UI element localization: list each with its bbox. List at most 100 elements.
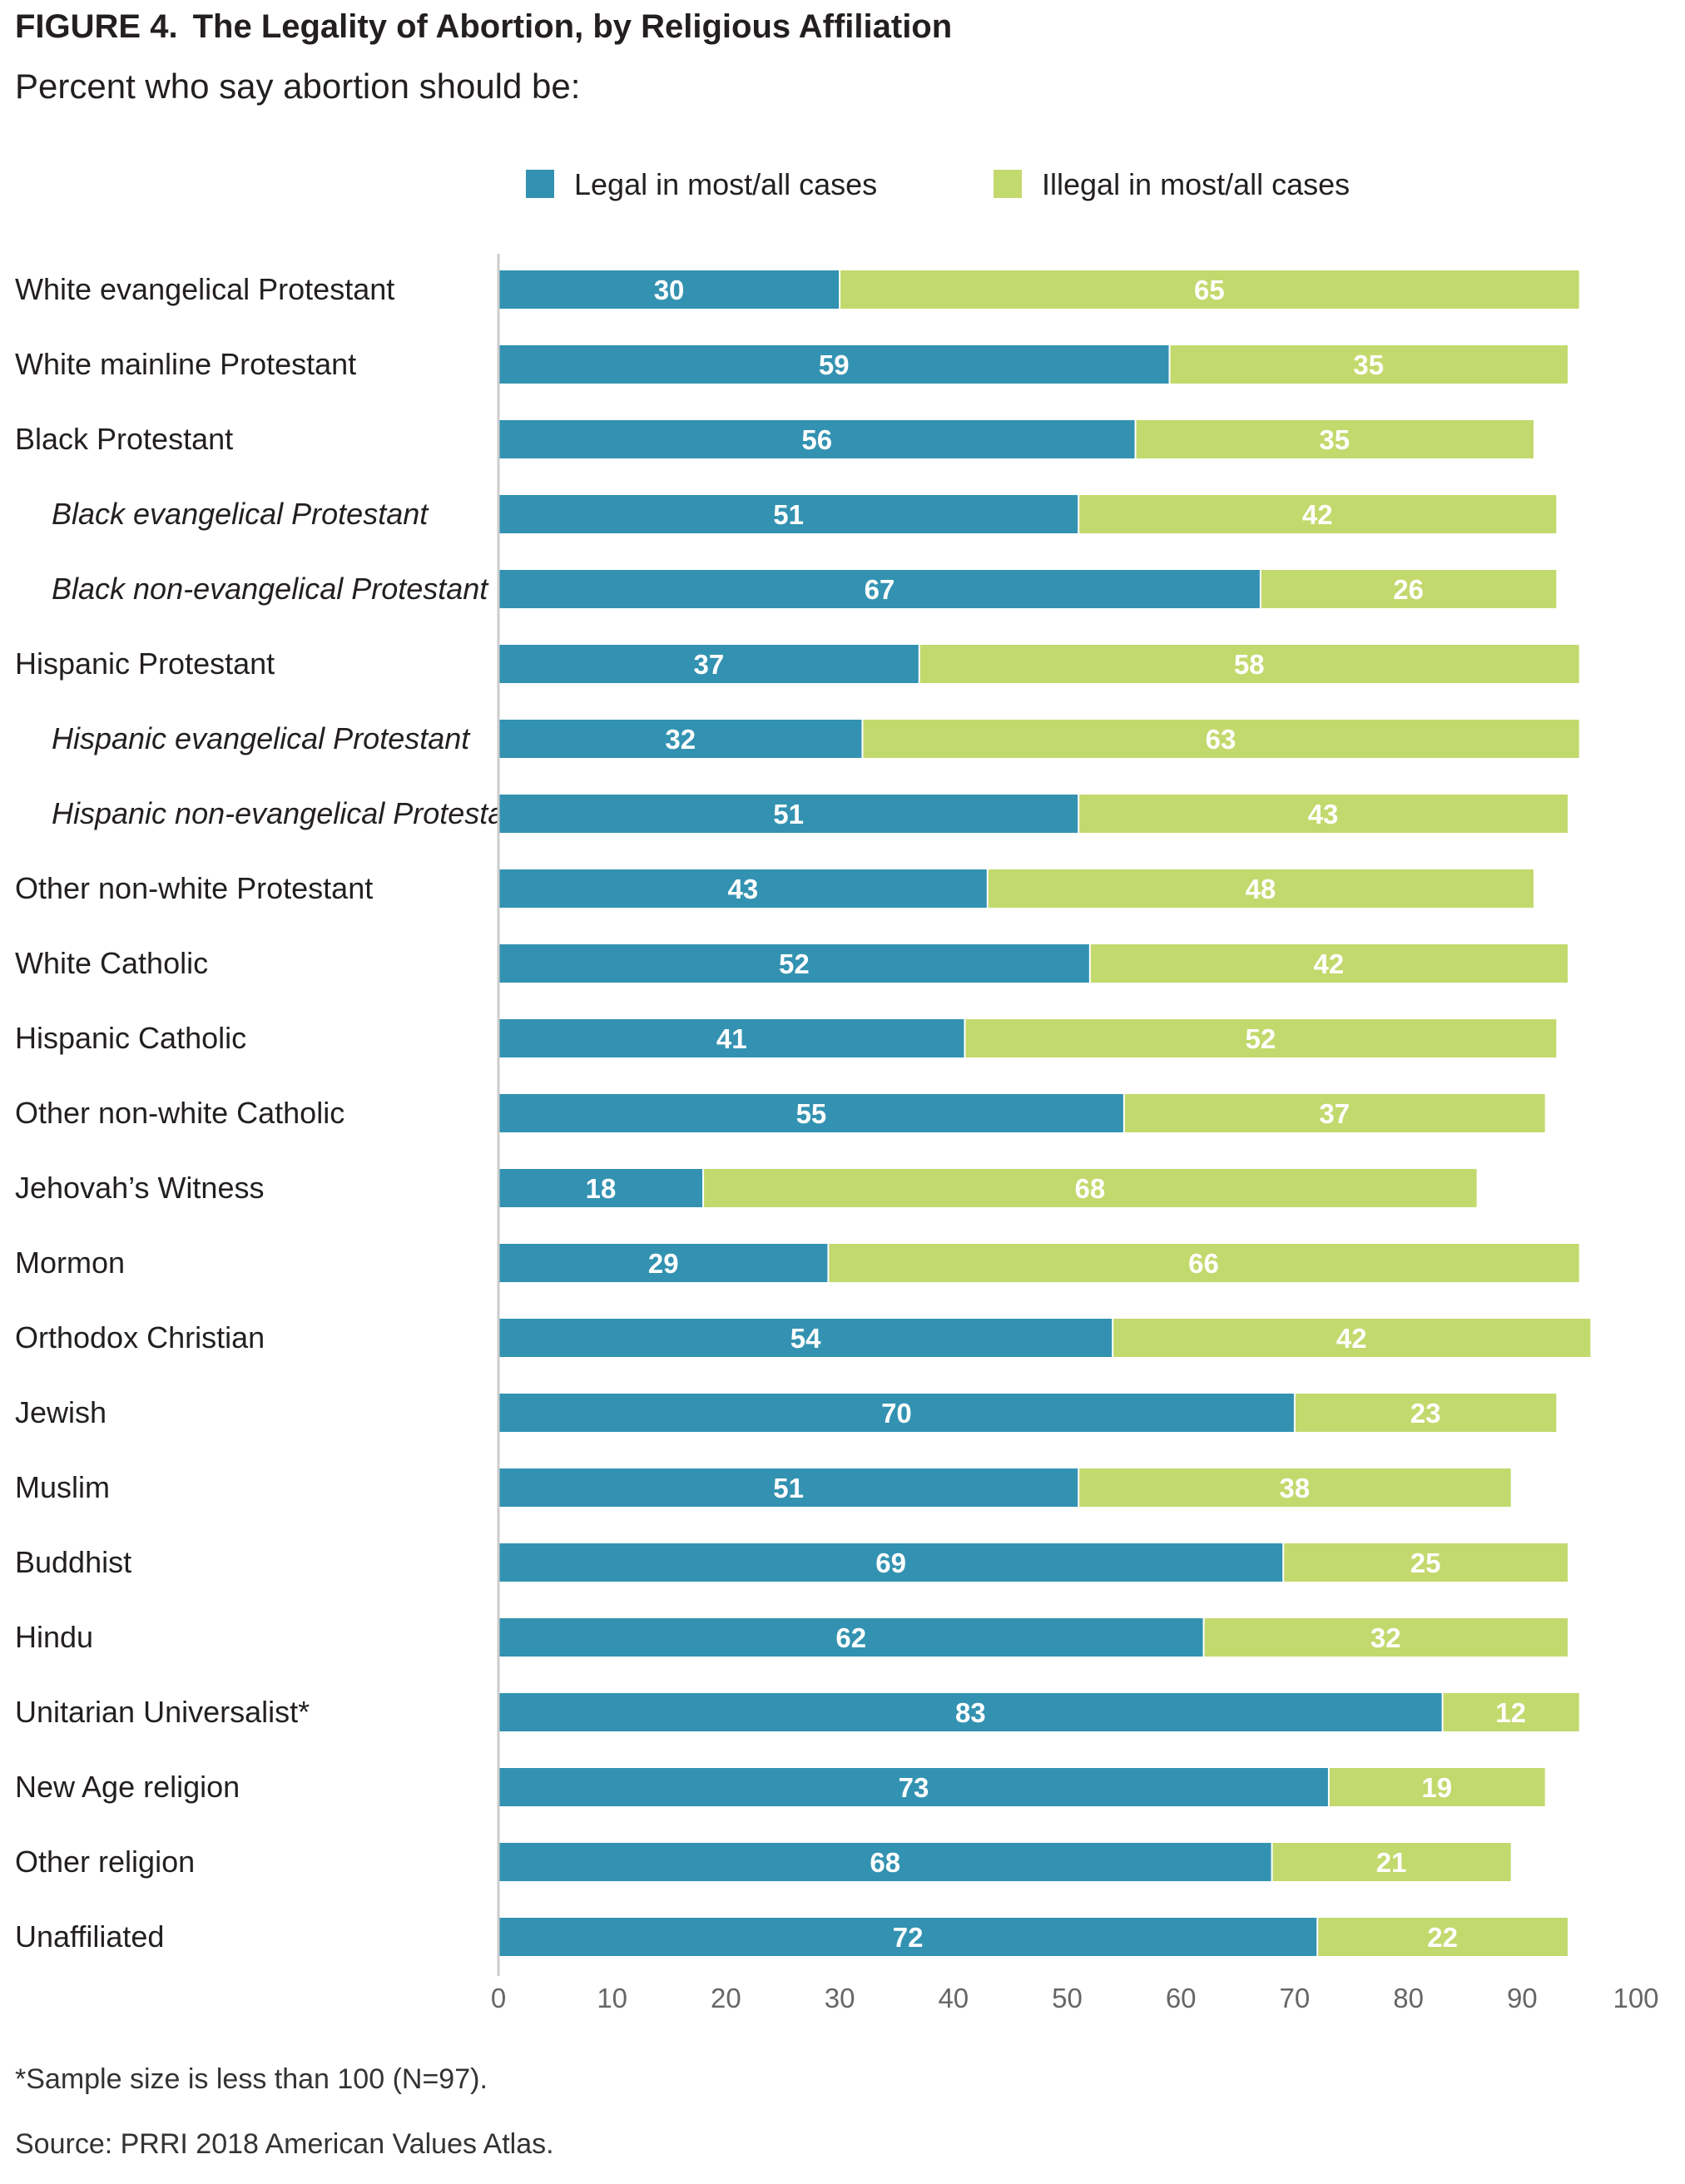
category-label: Mormon bbox=[15, 1246, 125, 1280]
bar-legal bbox=[498, 1319, 1113, 1357]
bar-value-illegal: 58 bbox=[1234, 649, 1265, 680]
bar-value-illegal: 35 bbox=[1353, 349, 1384, 380]
bar-value-legal: 69 bbox=[875, 1548, 906, 1578]
bar-row: Hispanic evangelical Protestant 32 63 bbox=[52, 720, 1579, 758]
bar-row: Muslim 51 38 bbox=[15, 1468, 1511, 1507]
stacked-bar-chart: Legal in most/all cases Illegal in most/a… bbox=[15, 167, 1659, 2013]
legend-label-illegal: Illegal in most/all cases bbox=[1042, 167, 1350, 201]
bar-row: Hispanic Protestant 37 58 bbox=[15, 645, 1579, 683]
bar-value-illegal: 26 bbox=[1393, 574, 1424, 605]
category-label: Unaffiliated bbox=[15, 1919, 164, 1954]
bar-row: Mormon 29 66 bbox=[15, 1244, 1579, 1282]
bar-value-illegal: 52 bbox=[1246, 1023, 1276, 1054]
bar-illegal bbox=[964, 1019, 1557, 1057]
bar-illegal bbox=[1078, 1468, 1511, 1507]
bar-value-legal: 32 bbox=[665, 724, 696, 755]
bar-illegal bbox=[919, 645, 1579, 683]
bar-row: Black evangelical Protestant 51 42 bbox=[52, 495, 1557, 533]
sample-size-note: *Sample size is less than 100 (N=97). bbox=[15, 2063, 488, 2095]
figure-title: FIGURE 4. The Legality of Abortion, by Re… bbox=[15, 8, 952, 46]
bar-value-illegal: 48 bbox=[1246, 874, 1276, 904]
bar-legal bbox=[498, 1693, 1443, 1731]
bar-legal bbox=[498, 795, 1079, 833]
bar-value-illegal: 32 bbox=[1370, 1622, 1401, 1653]
category-label: Black non-evangelical Protestant bbox=[52, 572, 489, 606]
figure-title-text: The Legality of Abortion, by Religious A… bbox=[192, 8, 953, 45]
category-label: New Age religion bbox=[15, 1770, 240, 1804]
bar-legal bbox=[498, 1019, 965, 1057]
bar-value-illegal: 43 bbox=[1308, 799, 1339, 830]
bar-value-legal: 43 bbox=[728, 874, 759, 904]
bar-value-illegal: 63 bbox=[1206, 724, 1236, 755]
category-label: Hispanic evangelical Protestant bbox=[52, 721, 471, 755]
bar-value-legal: 72 bbox=[893, 1922, 924, 1953]
legend-label-legal: Legal in most/all cases bbox=[574, 167, 877, 201]
bar-row: Unaffiliated 72 22 bbox=[15, 1918, 1568, 1956]
bar-row: White mainline Protestant 59 35 bbox=[15, 345, 1568, 384]
category-label: Hindu bbox=[15, 1620, 93, 1654]
bar-legal bbox=[498, 570, 1261, 608]
x-tick-label: 60 bbox=[1166, 1983, 1197, 2013]
bar-illegal bbox=[1442, 1693, 1579, 1731]
bar-row: Buddhist 69 25 bbox=[15, 1543, 1568, 1582]
bar-row: New Age religion 73 19 bbox=[15, 1768, 1545, 1806]
bar-row: Hindu 62 32 bbox=[15, 1618, 1568, 1657]
x-tick-label: 90 bbox=[1507, 1983, 1538, 2013]
bar-legal bbox=[498, 1394, 1295, 1432]
figure-subtitle: Percent who say abortion should be: bbox=[15, 67, 581, 106]
category-label: Black evangelical Protestant bbox=[52, 497, 429, 531]
x-tick-label: 50 bbox=[1052, 1983, 1083, 2013]
category-label: Muslim bbox=[15, 1470, 110, 1504]
bar-illegal bbox=[1135, 420, 1534, 458]
bar-row: White Catholic 52 42 bbox=[15, 944, 1568, 983]
source-note: Source: PRRI 2018 American Values Atlas. bbox=[15, 2128, 554, 2160]
x-tick-label: 100 bbox=[1613, 1983, 1658, 2013]
category-label: Other non-white Catholic bbox=[15, 1096, 344, 1130]
bar-value-illegal: 66 bbox=[1188, 1248, 1219, 1279]
bar-value-illegal: 21 bbox=[1376, 1847, 1407, 1878]
bar-row: Hispanic non-evangelical Protestant 51 43 bbox=[52, 795, 1568, 833]
bar-value-illegal: 65 bbox=[1194, 275, 1225, 305]
x-tick-label: 10 bbox=[597, 1983, 627, 2013]
bar-illegal bbox=[1317, 1918, 1568, 1956]
category-label: White evangelical Protestant bbox=[15, 272, 394, 306]
bar-legal bbox=[498, 869, 988, 908]
bar-legal bbox=[498, 1768, 1329, 1806]
category-label: Hispanic non-evangelical Protestant bbox=[52, 796, 531, 830]
bar-value-illegal: 68 bbox=[1074, 1173, 1105, 1204]
bar-row: Black Protestant 56 35 bbox=[15, 420, 1534, 458]
bar-illegal bbox=[1089, 944, 1568, 983]
bar-row: Orthodox Christian 54 42 bbox=[15, 1319, 1591, 1357]
category-label: Jehovah’s Witness bbox=[15, 1171, 264, 1205]
bar-row: Unitarian Universalist* 83 12 bbox=[15, 1693, 1579, 1731]
x-axis-ticks: 0 10 20 30 40 50 60 70 80 90 100 bbox=[491, 1983, 1659, 2013]
bar-illegal bbox=[1113, 1319, 1591, 1357]
bar-row: Hispanic Catholic 41 52 bbox=[15, 1019, 1557, 1057]
bar-illegal bbox=[1123, 1094, 1545, 1132]
bar-row: Other non-white Protestant 43 48 bbox=[15, 869, 1534, 908]
category-label: White Catholic bbox=[15, 946, 208, 980]
bar-value-legal: 29 bbox=[648, 1248, 679, 1279]
bar-value-legal: 54 bbox=[790, 1323, 821, 1354]
category-label: Unitarian Universalist* bbox=[15, 1695, 310, 1729]
bar-legal bbox=[498, 720, 863, 758]
bar-value-legal: 73 bbox=[899, 1772, 929, 1803]
bar-row: Jewish 70 23 bbox=[15, 1394, 1557, 1432]
bar-value-illegal: 22 bbox=[1427, 1922, 1458, 1953]
bar-illegal bbox=[840, 270, 1579, 309]
bar-legal bbox=[498, 420, 1136, 458]
bar-legal bbox=[498, 270, 840, 309]
bar-row: Other religion 68 21 bbox=[15, 1843, 1511, 1881]
bar-value-illegal: 37 bbox=[1319, 1098, 1350, 1129]
bar-value-legal: 52 bbox=[779, 948, 810, 979]
bar-illegal bbox=[828, 1244, 1579, 1282]
category-label: Other non-white Protestant bbox=[15, 871, 373, 905]
bar-legal bbox=[498, 1918, 1318, 1956]
bar-legal bbox=[498, 1094, 1124, 1132]
category-label: Hispanic Protestant bbox=[15, 646, 275, 681]
legend-swatch-legal bbox=[526, 170, 554, 198]
bar-row: Jehovah’s Witness 18 68 bbox=[15, 1169, 1477, 1207]
bar-value-legal: 18 bbox=[586, 1173, 617, 1204]
category-label: Other religion bbox=[15, 1845, 195, 1879]
bar-value-legal: 51 bbox=[773, 499, 804, 530]
